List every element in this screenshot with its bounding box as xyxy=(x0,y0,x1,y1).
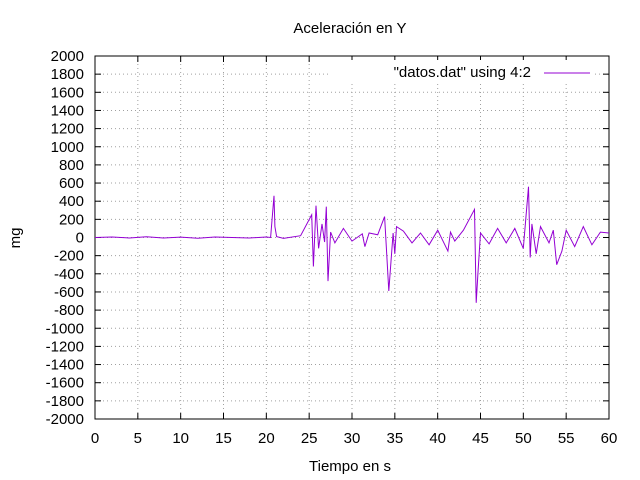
y-tick-label: 1600 xyxy=(51,84,84,101)
x-tick-label: 55 xyxy=(558,430,575,447)
y-tick-label: -1000 xyxy=(46,320,84,337)
y-tick-label: -600 xyxy=(54,284,84,301)
x-tick-label: 25 xyxy=(301,430,318,447)
y-tick-label: -1600 xyxy=(46,375,84,392)
x-tick-label: 60 xyxy=(601,430,618,447)
x-tick-label: 45 xyxy=(472,430,489,447)
x-axis-label: Tiempo en s xyxy=(309,458,391,475)
x-tick-label: 15 xyxy=(215,430,232,447)
y-tick-label: -800 xyxy=(54,302,84,319)
x-tick-label: 30 xyxy=(344,430,361,447)
y-tick-label: -400 xyxy=(54,266,84,283)
x-tick-label: 0 xyxy=(91,430,99,447)
y-tick-label: -2000 xyxy=(46,411,84,428)
x-tick-labels: 0 5 10 15 20 25 30 35 40 45 50 55 60 xyxy=(91,430,618,447)
series-line xyxy=(94,186,610,303)
series-group xyxy=(94,186,610,303)
y-tick-label: 1400 xyxy=(51,102,84,119)
legend-label: "datos.dat" using 4:2 xyxy=(394,64,531,81)
x-tick-label: 5 xyxy=(134,430,142,447)
x-tick-label: 35 xyxy=(386,430,403,447)
y-tick-label: 1200 xyxy=(51,121,84,138)
x-tick-label: 50 xyxy=(515,430,532,447)
x-tick-label: 40 xyxy=(429,430,446,447)
y-tick-label: 0 xyxy=(76,230,84,247)
y-tick-labels: -2000-1800-1600-1400-1200-1000-800-600-4… xyxy=(46,48,84,428)
x-tick-label: 10 xyxy=(172,430,189,447)
y-tick-label: 200 xyxy=(59,211,84,228)
y-tick-label: 2000 xyxy=(51,48,84,65)
y-tick-label: 400 xyxy=(59,193,84,210)
y-tick-label: 1000 xyxy=(51,139,84,156)
y-tick-label: -200 xyxy=(54,248,84,265)
y-tick-label: -1200 xyxy=(46,338,84,355)
y-tick-label: -1800 xyxy=(46,393,84,410)
legend: "datos.dat" using 4:2 xyxy=(330,60,592,84)
y-tick-label: 800 xyxy=(59,157,84,174)
chart-title: Aceleración en Y xyxy=(293,20,406,37)
y-axis-label: mg xyxy=(7,228,24,249)
x-tick-label: 20 xyxy=(258,430,275,447)
y-tick-label: 1800 xyxy=(51,66,84,83)
legend-background xyxy=(330,60,592,84)
y-tick-label: 600 xyxy=(59,175,84,192)
y-tick-label: -1400 xyxy=(46,357,84,374)
